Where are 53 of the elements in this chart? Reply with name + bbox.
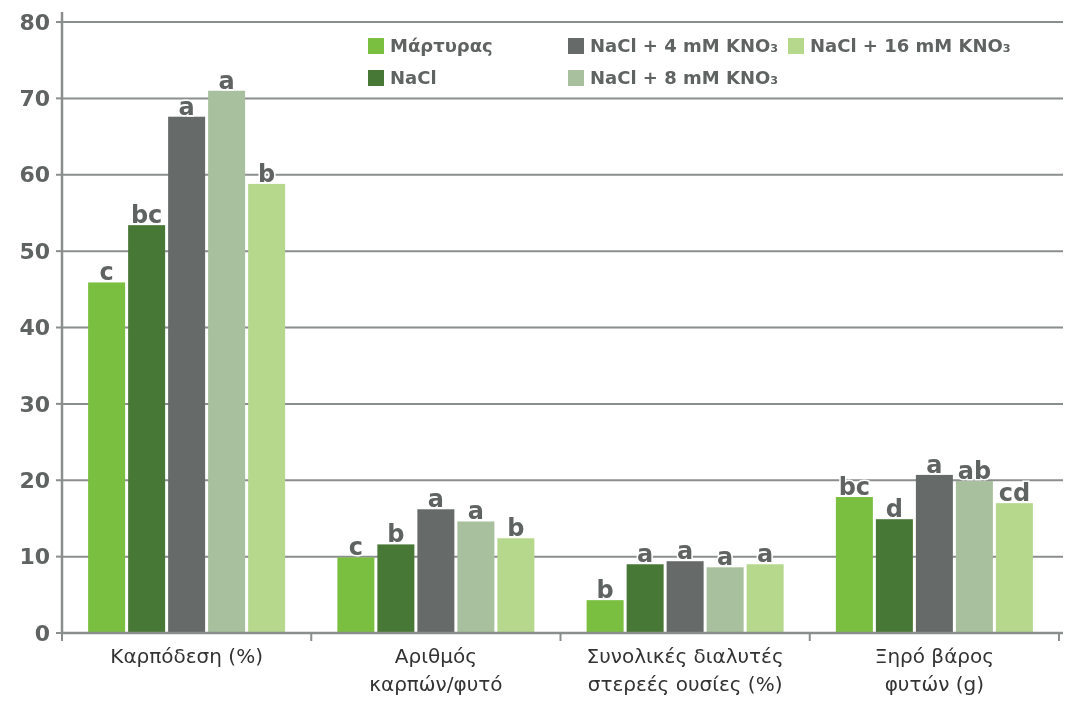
- bar: [337, 557, 375, 633]
- bar: [915, 474, 953, 633]
- bar: [835, 497, 873, 633]
- data-label: c: [348, 533, 363, 562]
- data-label: b: [387, 520, 405, 549]
- y-tick-label: 80: [19, 9, 50, 35]
- bar: [128, 225, 166, 633]
- data-label: a: [467, 497, 484, 526]
- data-label: bc: [838, 473, 871, 502]
- bar: [875, 519, 913, 633]
- data-label: a: [926, 450, 943, 479]
- y-tick-label: 0: [34, 620, 50, 646]
- x-tick-label: Αριθμός καρπών/φυτό: [369, 644, 503, 696]
- y-tick-label: 60: [19, 162, 50, 188]
- bar: [248, 183, 286, 633]
- data-label: b: [507, 514, 525, 543]
- x-tick-label: Συνολικές διαλυτές στερεές ουσίες (%): [586, 644, 784, 696]
- data-label: a: [178, 92, 195, 121]
- bar: [168, 116, 206, 633]
- bar: [586, 600, 624, 633]
- y-tick-label: 50: [19, 238, 50, 264]
- y-tick-label: 70: [19, 86, 50, 112]
- data-label: c: [99, 258, 114, 287]
- data-label: bc: [130, 201, 163, 230]
- y-tick-label: 10: [19, 544, 50, 570]
- bar: [666, 561, 704, 633]
- y-tick-label: 40: [19, 315, 50, 341]
- legend-label: NaCl + 4 mM KNO₃: [590, 35, 779, 56]
- legend-label: NaCl: [390, 67, 437, 88]
- data-label: b: [596, 576, 614, 605]
- data-label: cd: [998, 479, 1031, 508]
- bar: [626, 564, 664, 633]
- legend-label: NaCl + 8 mM KNO₃: [590, 67, 779, 88]
- data-label: a: [218, 66, 235, 95]
- y-tick-label: 20: [19, 467, 50, 493]
- bar: [457, 521, 495, 633]
- bar: [377, 544, 415, 633]
- bar: [417, 509, 455, 633]
- bar: [995, 503, 1033, 633]
- y-tick-label: 30: [19, 391, 50, 417]
- bar: [88, 282, 126, 633]
- x-tick-label: Ξηρό βάρος φυτών (g): [874, 644, 994, 696]
- bar: [497, 538, 535, 633]
- bar: [208, 90, 246, 633]
- legend-label: Μάρτυρας: [390, 35, 493, 56]
- bar: [746, 564, 784, 633]
- legend-label: NaCl + 16 mM KNO₃: [810, 35, 1011, 56]
- data-label: a: [427, 485, 444, 514]
- bar: [706, 567, 744, 633]
- x-tick-label: Καρπόδεση (%): [110, 644, 263, 668]
- data-label: ab: [957, 457, 992, 486]
- bar: [955, 481, 993, 633]
- data-label: d: [885, 495, 903, 524]
